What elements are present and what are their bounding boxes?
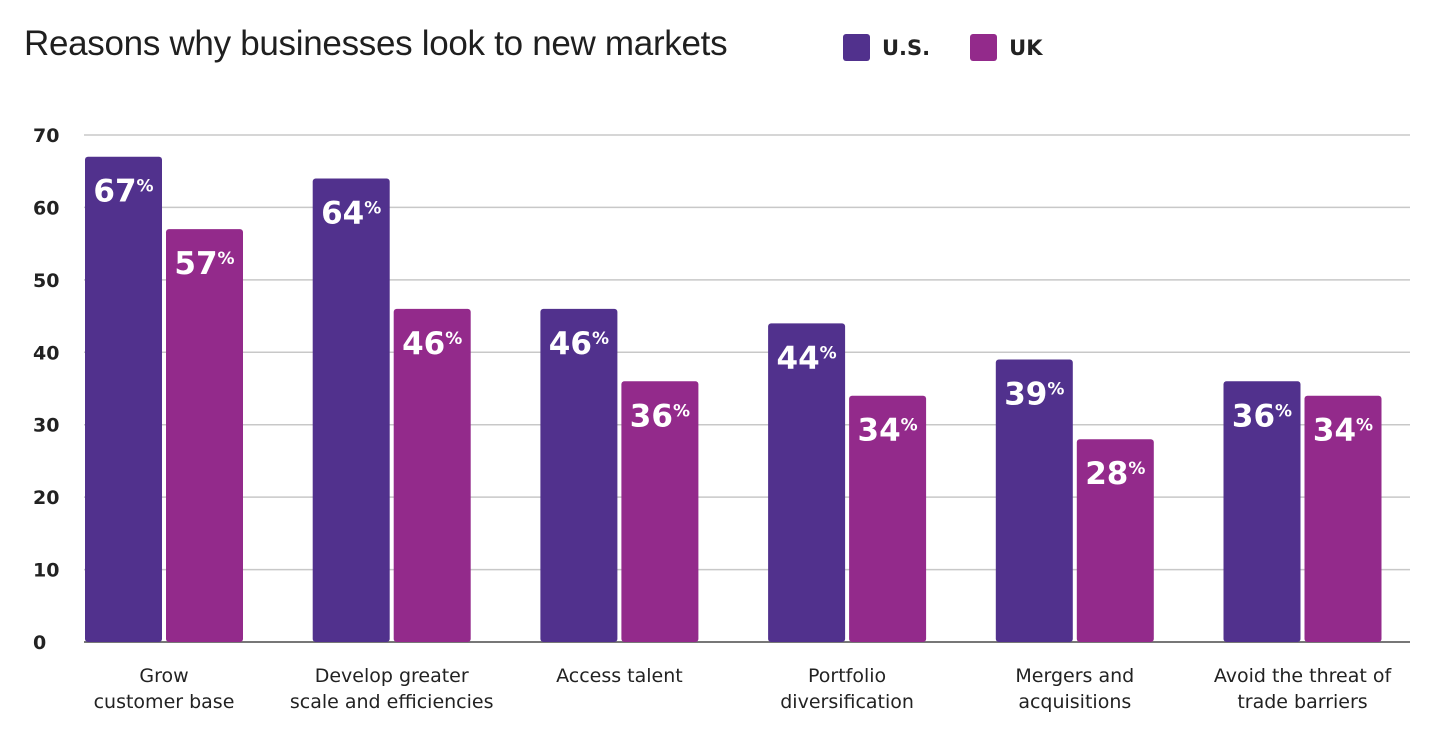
x-category-label: Grow customer base [94,665,235,713]
x-category-label: Avoid the threat of trade barriers [1214,665,1393,713]
y-tick-label: 20 [33,487,59,509]
y-tick-label: 40 [33,342,59,364]
bar [166,229,243,642]
bar [313,178,390,642]
x-category-label: Mergers and acquisitions [1015,665,1134,713]
y-tick-label: 10 [33,560,59,582]
y-tick-label: 30 [33,415,59,437]
y-tick-label: 50 [33,270,59,292]
bar [85,157,162,642]
y-tick-label: 0 [33,632,46,654]
y-tick-label: 60 [33,197,59,219]
x-category-label: Develop greater scale and efficiencies [290,665,494,713]
x-category-label: Portfolio diversification [780,665,914,713]
bar-chart: 01020304050607067%57%Grow customer base64… [0,0,1456,742]
y-tick-label: 70 [33,125,59,147]
x-category-label: Access talent [556,665,683,687]
